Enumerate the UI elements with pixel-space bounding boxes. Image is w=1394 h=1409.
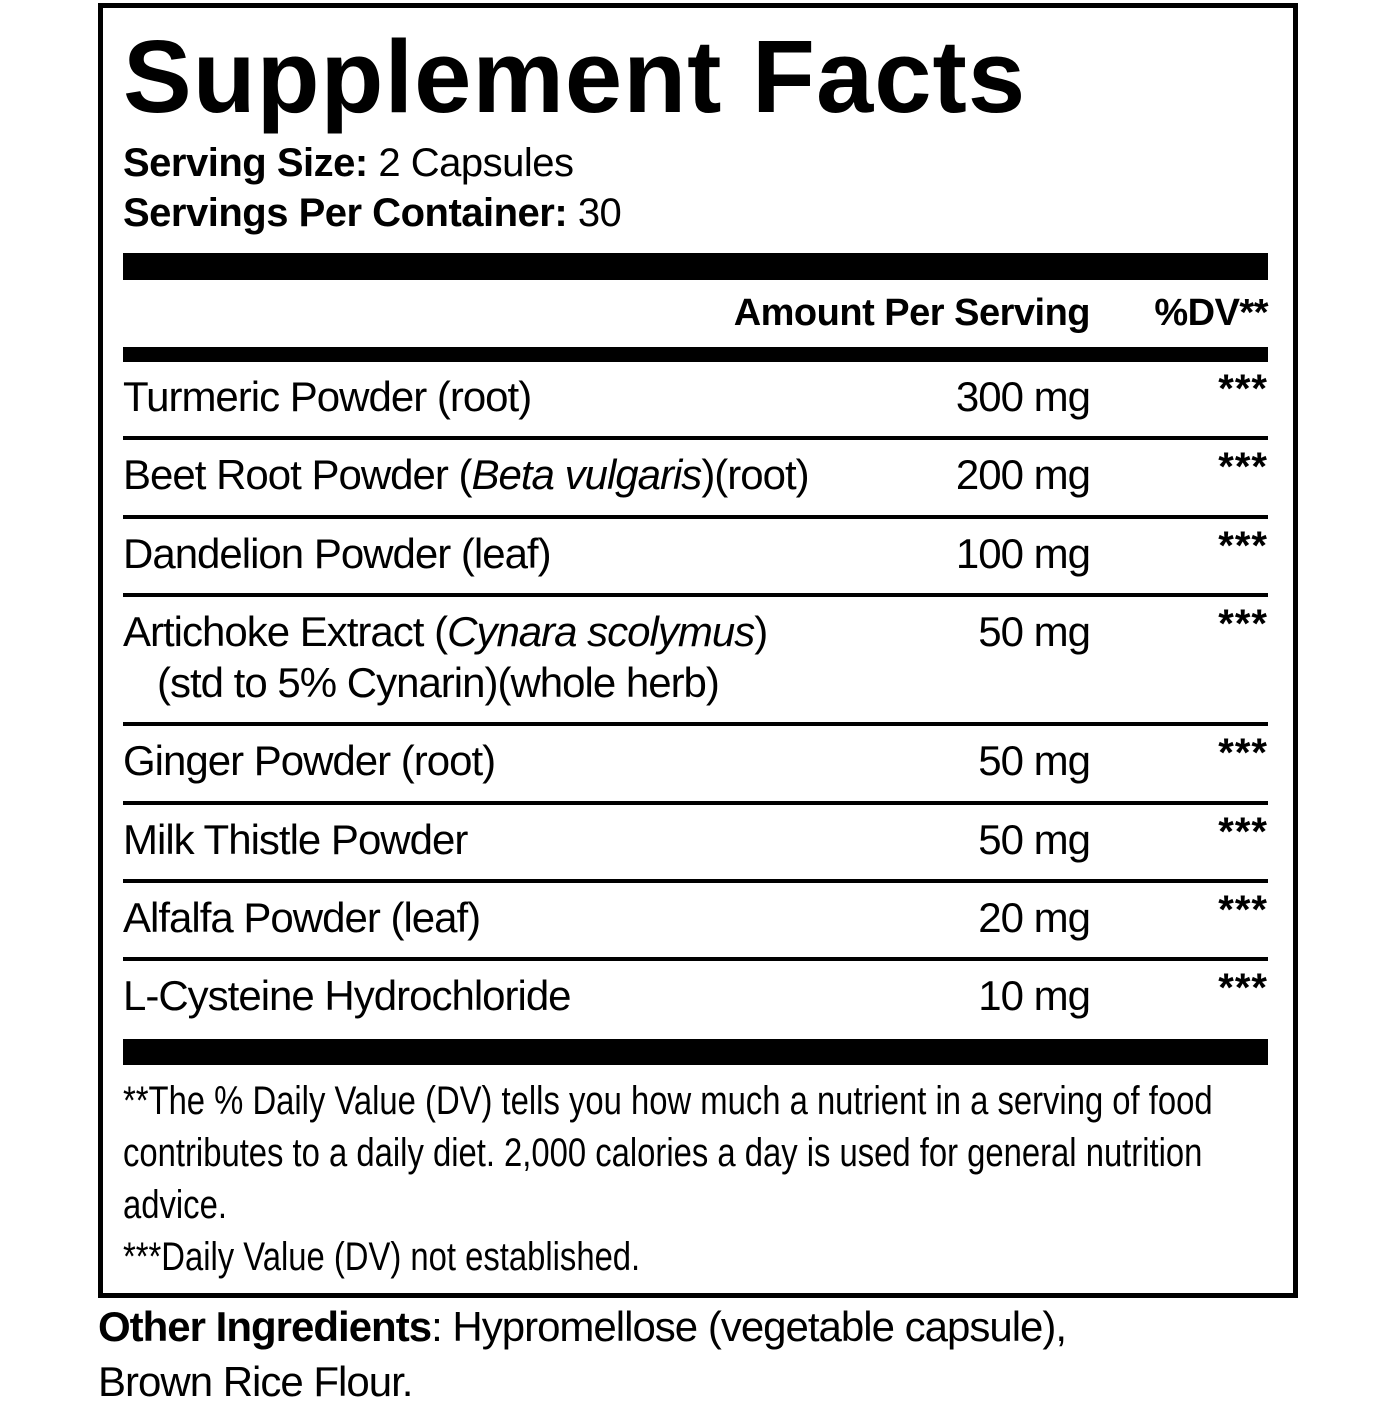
divider-heavy-top (123, 253, 1268, 281)
ingredient-row: L-Cysteine Hydrochloride 10 mg *** (123, 961, 1268, 1035)
ingredient-name: Ginger Powder (root) (123, 737, 496, 785)
table-header-row: Amount Per Serving %DV** (123, 280, 1269, 347)
ingredient-amount: 100 mg (955, 529, 1091, 577)
servings-per-container-label: Servings Per Container: (123, 190, 568, 235)
ingredient-amount: 20 mg (978, 893, 1091, 941)
ingredient-table: Turmeric Powder (root) 300 mg *** Beet R… (123, 362, 1268, 1035)
servings-per-container-value: 30 (577, 190, 622, 235)
ingredient-name: Alfalfa Powder (leaf) (123, 893, 481, 941)
other-ingredients: Other Ingredients: Hypromellose (vegetab… (98, 1300, 1388, 1409)
footnote-daily-value: **The % Daily Value (DV) tells you how m… (123, 1079, 1213, 1228)
ingredient-dv: *** (1218, 809, 1268, 854)
ingredient-row: Dandelion Powder (leaf) 100 mg *** (123, 519, 1268, 597)
ingredient-row: Beet Root Powder (Beta vulgaris)(root) 2… (123, 440, 1268, 519)
header-percent-dv: %DV** (1154, 292, 1268, 335)
serving-size-label: Serving Size: (123, 141, 368, 186)
ingredient-row: Milk Thistle Powder 50 mg *** (123, 805, 1268, 883)
ingredient-amount: 50 mg (978, 607, 1091, 655)
footnotes: **The % Daily Value (DV) tells you how m… (123, 1075, 1268, 1283)
supplement-facts-panel: Supplement Facts Serving Size: 2 Capsule… (98, 3, 1298, 1299)
ingredient-dv: *** (1218, 367, 1268, 412)
ingredient-name: Turmeric Powder (root) (123, 373, 532, 421)
ingredient-row: Ginger Powder (root) 50 mg *** (123, 726, 1268, 805)
ingredient-dv: *** (1218, 445, 1268, 490)
ingredient-amount: 200 mg (955, 451, 1091, 499)
ingredient-dv: *** (1218, 523, 1268, 568)
servings-per-container-line: Servings Per Container: 30 (123, 189, 1268, 239)
ingredient-name: L-Cysteine Hydrochloride (123, 972, 572, 1020)
serving-size-line: Serving Size: 2 Capsules (123, 139, 1268, 189)
divider-medium (123, 347, 1268, 363)
panel-title: Supplement Facts (123, 19, 1027, 134)
ingredient-name: Dandelion Powder (leaf) (123, 529, 552, 577)
ingredient-amount: 50 mg (978, 815, 1091, 863)
ingredient-amount: 50 mg (978, 737, 1091, 785)
ingredient-amount: 10 mg (978, 972, 1091, 1020)
other-ingredients-text: : Hypromellose (vegetable capsule), (431, 1303, 1067, 1350)
ingredient-name-line2: (std to 5% Cynarin)(whole herb) (157, 659, 720, 707)
ingredient-dv: *** (1218, 887, 1268, 932)
ingredient-row: Turmeric Powder (root) 300 mg *** (123, 362, 1268, 441)
serving-info: Serving Size: 2 Capsules Servings Per Co… (123, 139, 1268, 238)
ingredient-dv: *** (1218, 966, 1268, 1011)
ingredient-row: Alfalfa Powder (leaf) 20 mg *** (123, 883, 1268, 962)
ingredient-name: Beet Root Powder (Beta vulgaris)(root) (123, 451, 810, 499)
other-ingredients-line2: Brown Rice Flour. (98, 1357, 413, 1405)
ingredient-name: Milk Thistle Powder (123, 815, 468, 863)
ingredient-name: Artichoke Extract (Cynara scolymus) (std… (123, 606, 920, 708)
serving-size-value: 2 Capsules (378, 141, 574, 186)
ingredient-row: Artichoke Extract (Cynara scolymus) (std… (123, 597, 1268, 727)
other-ingredients-label: Other Ingredients (98, 1303, 432, 1350)
ingredient-dv: *** (1218, 601, 1268, 646)
footnote-not-established: ***Daily Value (DV) not established. (123, 1235, 641, 1280)
divider-heavy-bottom (123, 1039, 1268, 1066)
ingredient-amount: 300 mg (955, 373, 1091, 421)
ingredient-dv: *** (1218, 731, 1268, 776)
header-amount-per-serving: Amount Per Serving (733, 292, 1091, 335)
